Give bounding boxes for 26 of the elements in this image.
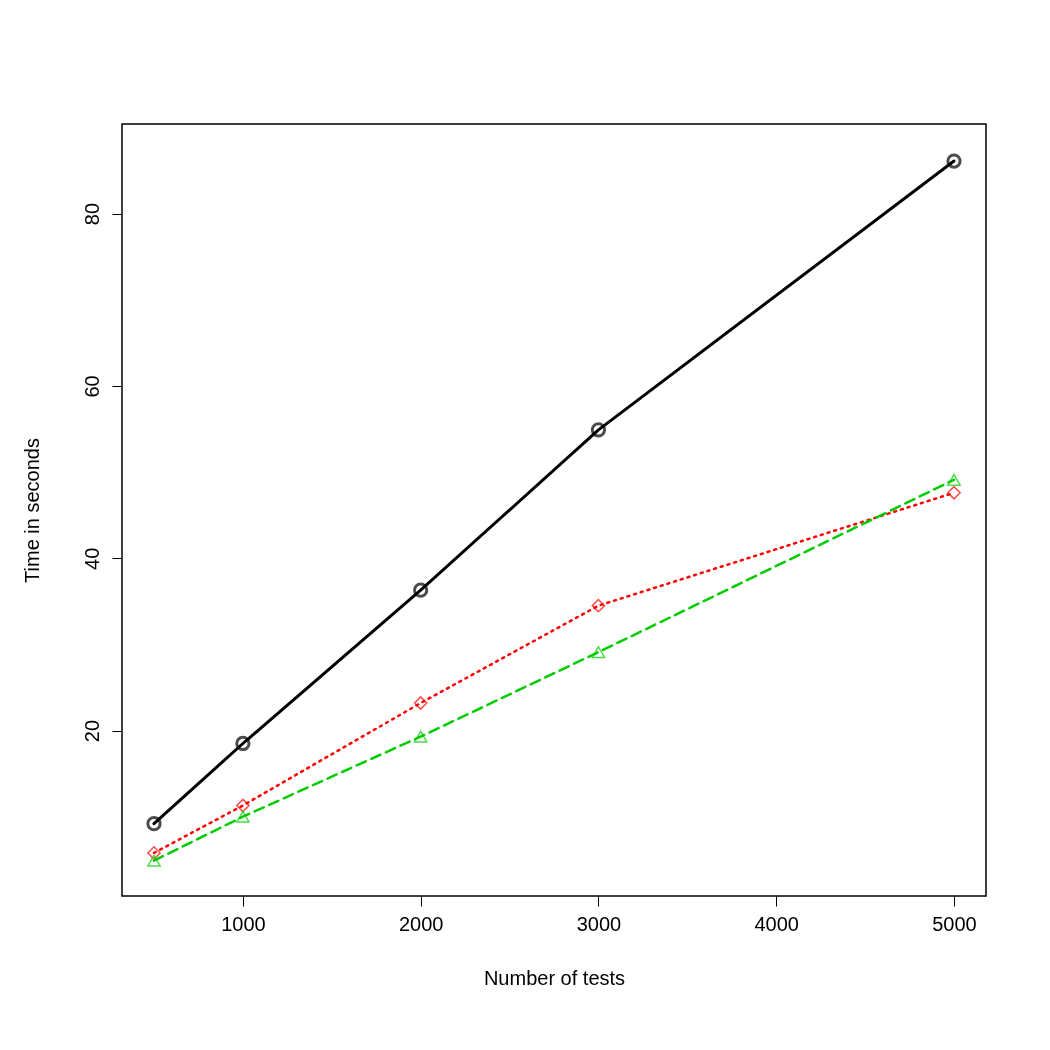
point — [946, 153, 962, 169]
y-tick-label: 60 — [80, 375, 103, 398]
point — [235, 735, 251, 752]
point — [591, 646, 606, 659]
y-tick-label: 80 — [80, 202, 103, 226]
x-axis-title: Number of tests — [483, 966, 626, 989]
point — [591, 598, 606, 613]
y-tick-label: 20 — [80, 719, 103, 743]
point — [147, 846, 161, 860]
x-tick-label: 3000 — [576, 912, 622, 935]
y-axis-title: Time in seconds — [20, 438, 43, 583]
point — [413, 696, 428, 710]
point — [947, 473, 961, 486]
point — [236, 798, 250, 813]
y-tick-label: 40 — [80, 547, 103, 570]
x-tick-label: 5000 — [932, 912, 977, 935]
point — [590, 422, 607, 438]
x-tick-label: 2000 — [398, 912, 444, 935]
x-tick-label: 1000 — [221, 912, 266, 935]
point — [947, 485, 961, 500]
point — [147, 854, 161, 867]
point — [413, 730, 428, 743]
x-tick-label: 4000 — [754, 912, 799, 935]
point — [413, 582, 429, 598]
point — [236, 810, 250, 823]
point — [146, 816, 162, 832]
